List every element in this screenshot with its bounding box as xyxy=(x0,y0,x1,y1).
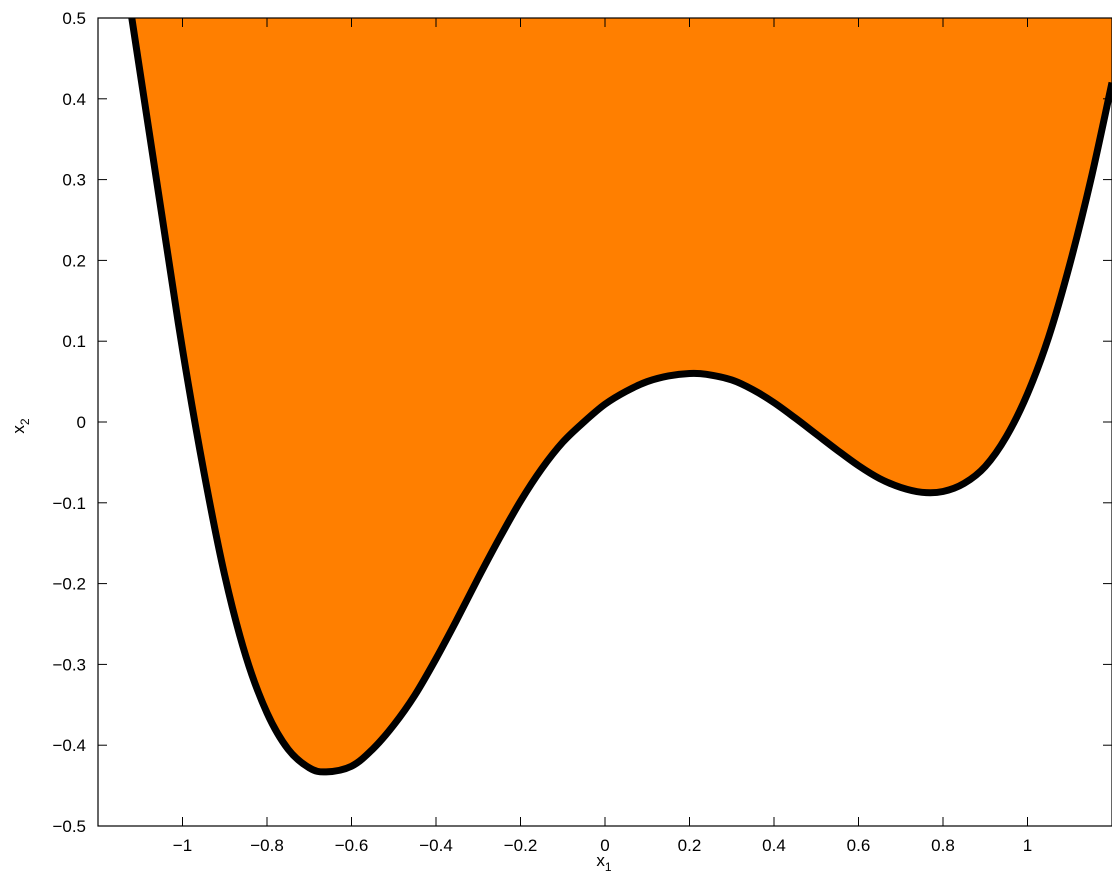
y-tick-label: −0.5 xyxy=(52,817,86,836)
boundary-curve xyxy=(128,18,1112,776)
x-tick-label: −0.8 xyxy=(250,836,284,855)
axes xyxy=(97,17,1112,827)
y-tick-label: 0 xyxy=(77,413,86,432)
y-axis-label: x2 xyxy=(9,418,32,434)
y-tick-label: 0.5 xyxy=(62,9,86,28)
feasible-region-fill xyxy=(131,18,1112,772)
x-axis-label-subscript: 1 xyxy=(605,860,612,874)
x-tick-label: −0.4 xyxy=(419,836,453,855)
y-tick-label: 0.2 xyxy=(62,251,86,270)
y-axis-label-subscript: 2 xyxy=(18,418,32,425)
x-axis-label: x1 xyxy=(596,851,612,874)
tick-labels: −1 −0.8 −0.6 −0.4 −0.2 0 0.2 0.4 0.6 0.8 1 −0.5 −0.4… xyxy=(52,9,1032,855)
y-tick-label: 0.3 xyxy=(62,171,86,190)
x-tick-label: 0 xyxy=(600,836,609,855)
x-tick-label: 0.8 xyxy=(931,836,955,855)
x-tick-label: 0.6 xyxy=(847,836,871,855)
x-tick-label: 0.2 xyxy=(678,836,702,855)
y-tick-label: −0.2 xyxy=(52,575,86,594)
y-tick-label: 0.4 xyxy=(62,90,86,109)
plot-area xyxy=(128,18,1112,776)
y-tick-label: −0.1 xyxy=(52,494,86,513)
x-tick-label: −0.2 xyxy=(504,836,538,855)
x-tick-label: 1 xyxy=(1023,836,1032,855)
x-tick-label: −1 xyxy=(173,836,192,855)
x-tick-label: −0.6 xyxy=(335,836,369,855)
y-tick-label: 0.1 xyxy=(62,332,86,351)
y-tick-label: −0.4 xyxy=(52,736,86,755)
x-tick-label: 0.4 xyxy=(762,836,786,855)
y-tick-label: −0.3 xyxy=(52,655,86,674)
